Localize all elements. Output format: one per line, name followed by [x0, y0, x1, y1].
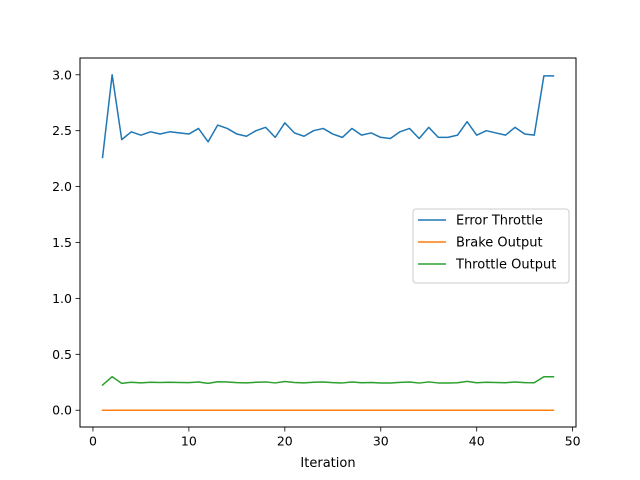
y-tick-label: 0.5 [52, 347, 72, 362]
x-tick-label: 0 [89, 434, 97, 449]
x-axis-title: Iteration [300, 456, 355, 471]
series-line-2 [101, 375, 555, 387]
y-tick-label: 2.0 [52, 179, 72, 194]
x-axis: 0 10 20 30 40 50 [89, 427, 581, 449]
legend-box [412, 208, 570, 284]
legend-label-2: Throttle Output [455, 258, 556, 273]
legend-label-1: Brake Output [456, 236, 543, 251]
legend: Error Throttle Brake Output Throttle Outpu… [412, 208, 570, 284]
legend-label-0: Error Throttle [456, 214, 543, 229]
x-tick-label: 20 [277, 434, 293, 449]
x-tick-label: 10 [181, 434, 197, 449]
x-tick-label: 50 [565, 434, 581, 449]
y-tick-label: 1.5 [52, 235, 72, 250]
y-tick-label: 2.5 [52, 123, 72, 138]
y-tick-label: 0.0 [52, 403, 72, 418]
series-layer [101, 74, 555, 411]
y-tick-label: 1.0 [52, 291, 72, 306]
x-tick-label: 30 [373, 434, 389, 449]
x-tick-label: 40 [469, 434, 485, 449]
y-tick-label: 3.0 [52, 67, 72, 82]
y-axis: 0.0 0.5 1.0 1.5 2.0 2.5 3.0 [52, 67, 80, 418]
series-line-0 [101, 74, 555, 159]
